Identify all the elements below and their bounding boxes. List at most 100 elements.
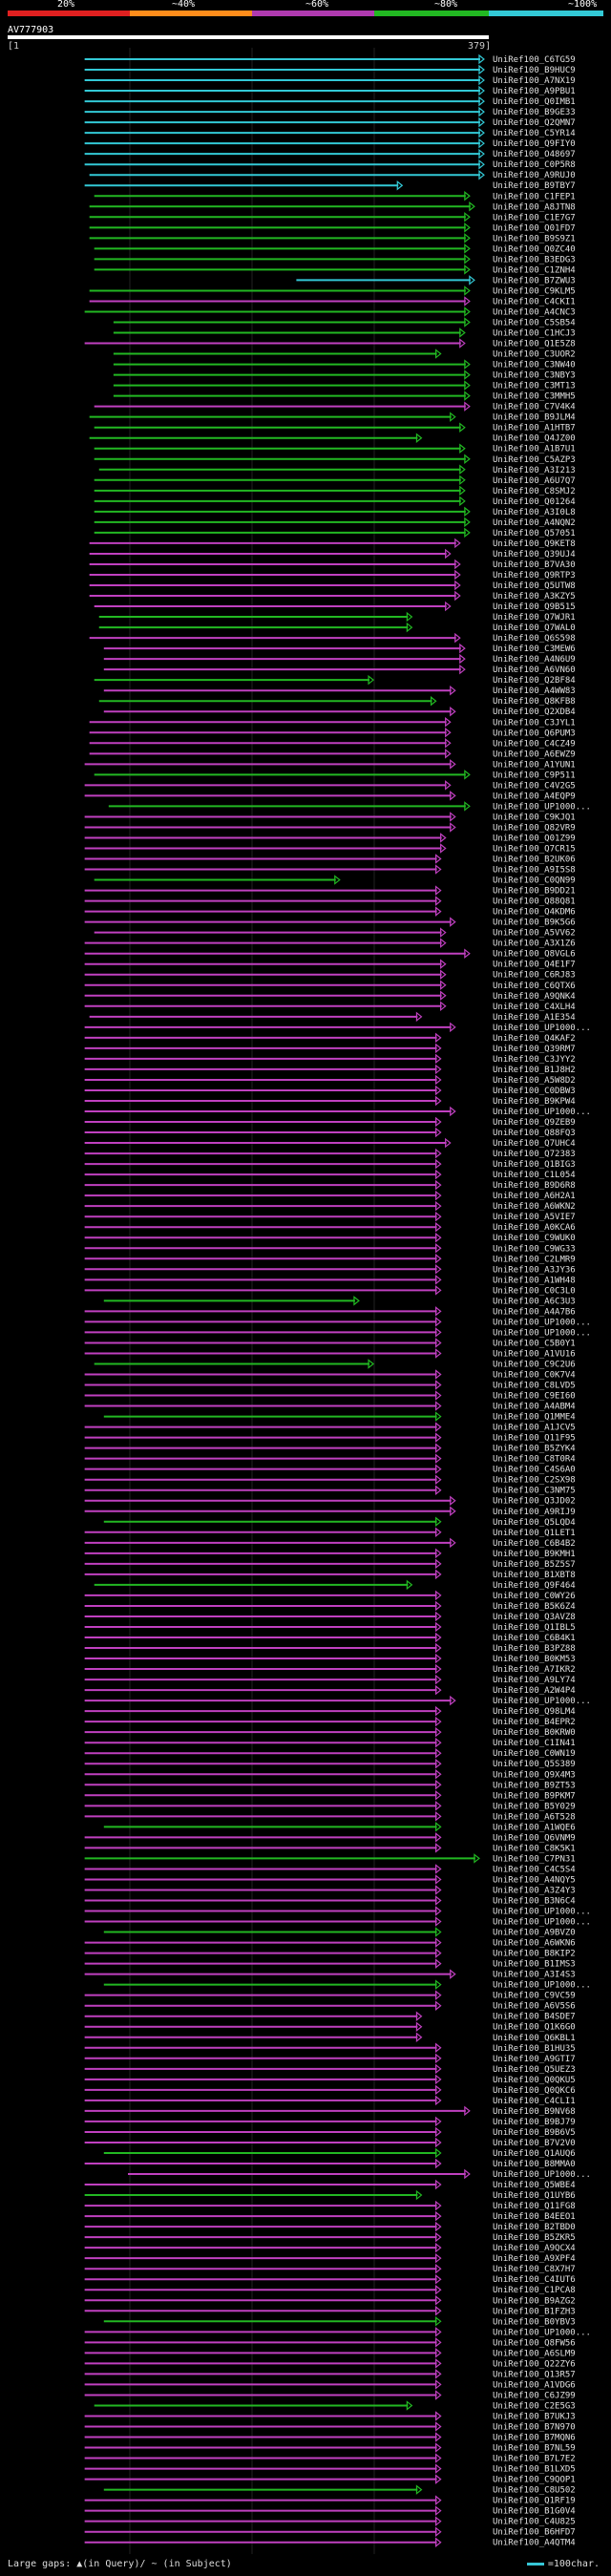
hit-label[interactable]: UniRef100_B3N6C4 [493,1897,576,1907]
hit-row[interactable]: UniRef100_C4CZ49 [89,738,576,749]
hit-row[interactable]: UniRef100_Q1E5Z8 [84,338,576,349]
hit-label[interactable]: UniRef100_A1HTB7 [493,424,576,433]
hit-row[interactable]: UniRef100_A9BVZ0 [103,1927,576,1938]
hit-label[interactable]: UniRef100_B9KPW4 [493,1097,576,1107]
hit-label[interactable]: UniRef100_C4U825 [493,2518,576,2527]
hit-row[interactable]: UniRef100_B9TBY7 [84,179,576,191]
hit-label[interactable]: UniRef100_B5Z5S7 [493,1560,576,1570]
hit-row[interactable]: UniRef100_B7V2V0 [84,2137,576,2148]
hit-label[interactable]: UniRef100_A6U7Q7 [493,476,576,486]
hit-label[interactable]: UniRef100_C8K5K1 [493,1844,576,1853]
hit-row[interactable]: UniRef100_Q82VR9 [84,822,576,833]
hit-label[interactable]: UniRef100_C4CLI1 [493,2097,576,2106]
hit-row[interactable]: UniRef100_A7IKR2 [84,1663,576,1675]
hit-label[interactable]: UniRef100_B5Y029 [493,1802,576,1811]
hit-label[interactable]: UniRef100_Q9RTP3 [493,571,576,581]
hit-row[interactable]: UniRef100_A9LY74 [84,1674,576,1685]
hit-row[interactable]: UniRef100_A9XPF4 [84,2252,576,2264]
hit-label[interactable]: UniRef100_Q72383 [493,1150,576,1159]
hit-label[interactable]: UniRef100_C0QN99 [493,876,576,886]
hit-row[interactable]: UniRef100_Q13R57 [84,2369,576,2379]
hit-row[interactable]: UniRef100_Q01FD7 [89,222,576,233]
hit-row[interactable]: UniRef100_C4C5S4 [84,1864,576,1874]
hit-row[interactable]: UniRef100_A1YUN1 [84,759,576,770]
hit-row[interactable]: UniRef100_Q72383 [84,1148,576,1159]
hit-label[interactable]: UniRef100_A9XPF4 [493,2254,576,2264]
hit-label[interactable]: UniRef100_Q8VGL6 [493,950,576,960]
hit-row[interactable]: UniRef100_Q6KBL1 [84,2032,576,2043]
hit-row[interactable]: UniRef100_A4WW83 [103,685,576,696]
hit-label[interactable]: UniRef100_A4N6U9 [493,655,576,665]
hit-row[interactable]: UniRef100_B9AZG2 [84,2295,576,2306]
hit-label[interactable]: UniRef100_Q9FIY0 [493,139,576,149]
hit-label[interactable]: UniRef100_A9QNK4 [493,992,576,1002]
hit-label[interactable]: UniRef100_B9KMH1 [493,1550,576,1559]
hit-row[interactable]: UniRef100_Q01264 [94,496,576,507]
hit-label[interactable]: UniRef100_B2UK06 [493,855,576,865]
hit-label[interactable]: UniRef100_Q1LET1 [493,1529,576,1538]
hit-row[interactable]: UniRef100_C5AZP3 [94,454,576,465]
hit-label[interactable]: UniRef100_Q9F464 [493,1581,576,1591]
hit-row[interactable]: UniRef100_A9QCX4 [84,2242,576,2253]
hit-row[interactable]: UniRef100_A9RIJ9 [84,1506,576,1517]
hit-row[interactable]: UniRef100_A4QTM4 [84,2537,576,2548]
hit-row[interactable]: UniRef100_B9PKM7 [84,1790,576,1801]
hit-row[interactable]: UniRef100_B4SDE7 [84,2011,576,2022]
hit-row[interactable]: UniRef100_UP1000... [84,1916,591,1928]
hit-row[interactable]: UniRef100_A9GTI7 [84,2053,576,2064]
hit-row[interactable]: UniRef100_B5ZYK4 [84,1443,576,1454]
hit-row[interactable]: UniRef100_C6B4K1 [84,1632,576,1643]
hit-row[interactable]: UniRef100_Q1AUQ6 [103,2147,576,2159]
hit-label[interactable]: UniRef100_A6V5S6 [493,2002,576,2012]
hit-row[interactable]: UniRef100_C9WG33 [84,1243,576,1254]
hit-row[interactable]: UniRef100_Q1MME4 [103,1411,576,1423]
hit-label[interactable]: UniRef100_UP1000... [493,1024,591,1033]
hit-row[interactable]: UniRef100_B7UKJ3 [84,2411,576,2421]
hit-row[interactable]: UniRef100_Q1UYB6 [84,2189,576,2201]
hit-label[interactable]: UniRef100_A5VIE7 [493,1213,576,1222]
hit-label[interactable]: UniRef100_C4XLH4 [493,1003,576,1012]
hit-row[interactable]: UniRef100_Q5WBE4 [84,2179,576,2190]
hit-label[interactable]: UniRef100_Q1MME4 [493,1413,576,1423]
hit-label[interactable]: UniRef100_A0KCA6 [493,1223,576,1233]
hit-row[interactable]: UniRef100_C3MMH5 [113,391,576,402]
hit-row[interactable]: UniRef100_B1G0V4 [84,2505,576,2517]
hit-label[interactable]: UniRef100_A3KZY5 [493,592,576,602]
hit-row[interactable]: UniRef100_Q5UTW8 [89,580,576,591]
hit-row[interactable]: UniRef100_Q5UEZ3 [84,2063,576,2075]
hit-row[interactable]: UniRef100_Q1K6G0 [84,2021,576,2033]
hit-row[interactable]: UniRef100_Q8FW56 [84,2337,576,2348]
hit-label[interactable]: UniRef100_Q3JD02 [493,1497,576,1507]
hit-label[interactable]: UniRef100_A9BVZ0 [493,1929,576,1938]
hit-row[interactable]: UniRef100_C0DBW3 [84,1085,576,1096]
hit-row[interactable]: UniRef100_C8U502 [103,2484,576,2496]
hit-label[interactable]: UniRef100_Q9KET8 [493,539,576,549]
hit-label[interactable]: UniRef100_C0DBW3 [493,1087,576,1096]
hit-row[interactable]: UniRef100_Q9RTP3 [89,569,576,581]
hit-label[interactable]: UniRef100_C1E7G7 [493,213,576,222]
hit-label[interactable]: UniRef100_A9RUJ0 [493,171,576,180]
hit-label[interactable]: UniRef100_A1YUN1 [493,760,576,770]
hit-row[interactable]: UniRef100_C9EI60 [84,1390,576,1402]
hit-row[interactable]: UniRef100_Q0IMB1 [84,95,576,107]
hit-label[interactable]: UniRef100_B0YBV3 [493,2317,576,2327]
hit-row[interactable]: UniRef100_C3NW40 [113,359,576,370]
hit-row[interactable]: UniRef100_B1FZH3 [84,2306,576,2316]
hit-label[interactable]: UniRef100_UP1000... [493,1918,591,1928]
hit-label[interactable]: UniRef100_A6WKN2 [493,1202,576,1212]
hit-label[interactable]: UniRef100_B9BJ79 [493,2118,576,2127]
hit-label[interactable]: UniRef100_A6H2A1 [493,1192,576,1201]
hit-label[interactable]: UniRef100_A4NQN2 [493,518,576,528]
hit-label[interactable]: UniRef100_B9DD21 [493,887,576,897]
hit-row[interactable]: UniRef100_C0WN19 [84,1747,576,1759]
hit-row[interactable]: UniRef100_A6T528 [84,1811,576,1822]
hit-label[interactable]: UniRef100_Q57051 [493,529,576,538]
hit-label[interactable]: UniRef100_Q6KBL1 [493,2034,576,2043]
hit-row[interactable]: UniRef100_C0K7V4 [84,1369,576,1381]
hit-label[interactable]: UniRef100_B5K6Z4 [493,1602,576,1612]
hit-label[interactable]: UniRef100_A4EQP9 [493,792,576,801]
hit-row[interactable]: UniRef100_A6U7Q7 [94,475,576,486]
hit-label[interactable]: UniRef100_C6RJ83 [493,971,576,981]
hit-row[interactable]: UniRef100_Q0QKU5 [84,2074,576,2085]
hit-label[interactable]: UniRef100_C7PN31 [493,1854,576,1864]
